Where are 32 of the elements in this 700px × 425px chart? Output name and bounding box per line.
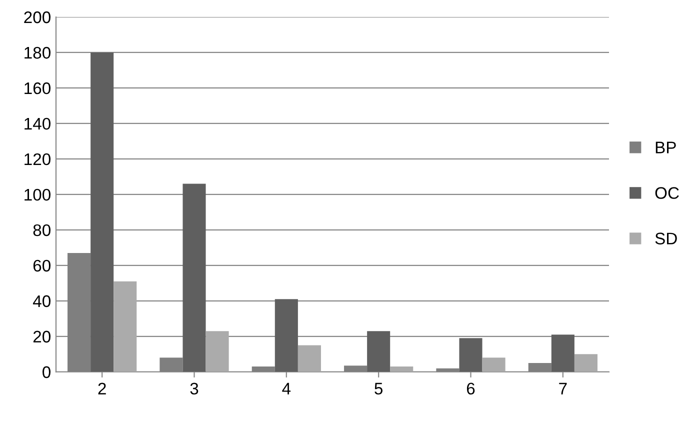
bar bbox=[114, 281, 137, 372]
bar bbox=[551, 334, 574, 372]
y-tick-label: 0 bbox=[42, 366, 50, 378]
legend-label: BP bbox=[656, 142, 676, 154]
x-tick-label: 5 bbox=[374, 382, 383, 395]
bar bbox=[274, 299, 298, 372]
y-tick-label: 20 bbox=[33, 330, 50, 343]
y-tick-label: 200 bbox=[24, 11, 50, 24]
y-tick-label: 100 bbox=[24, 188, 50, 201]
bar bbox=[182, 184, 206, 372]
bar bbox=[367, 331, 390, 372]
bar bbox=[574, 354, 598, 372]
legend-label: OC bbox=[655, 187, 679, 199]
legend-label: SD bbox=[655, 232, 677, 244]
y-tick-label: 40 bbox=[32, 295, 50, 308]
x-tick-label: 7 bbox=[559, 382, 567, 394]
y-tick-label: 140 bbox=[24, 118, 50, 130]
y-tick-label: 160 bbox=[24, 82, 50, 94]
y-tick-label: 80 bbox=[33, 224, 50, 236]
bar bbox=[298, 345, 321, 372]
bar bbox=[90, 52, 114, 372]
bar bbox=[390, 366, 414, 372]
x-tick-label: 3 bbox=[190, 382, 198, 395]
bar bbox=[206, 331, 229, 372]
bar bbox=[459, 338, 482, 372]
x-tick-label: 2 bbox=[98, 382, 106, 394]
y-tick-label: 60 bbox=[33, 260, 50, 272]
y-tick-label: 120 bbox=[24, 153, 50, 166]
x-tick-label: 4 bbox=[282, 382, 291, 394]
bar bbox=[482, 358, 506, 372]
x-tick-label: 6 bbox=[466, 382, 475, 395]
y-tick-label: 180 bbox=[24, 46, 50, 59]
